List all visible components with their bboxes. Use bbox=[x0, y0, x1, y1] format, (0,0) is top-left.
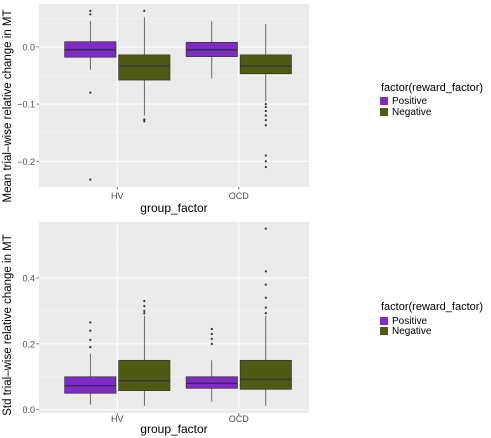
outlier-point-positive-hv bbox=[89, 178, 92, 181]
x-tick-label: HV bbox=[111, 191, 124, 201]
outlier-point-positive-hv bbox=[89, 91, 92, 94]
box-negative-ocd bbox=[239, 359, 292, 390]
y-tick-label: 0.4 bbox=[22, 273, 35, 283]
y-tick-label: −0.2 bbox=[17, 157, 35, 167]
outlier-point-negative-ocd bbox=[264, 270, 267, 273]
outlier-point-positive-ocd bbox=[210, 327, 213, 331]
outlier-point-positive-ocd bbox=[210, 342, 213, 345]
outlier-point-negative-ocd bbox=[264, 114, 267, 117]
box-negative-hv bbox=[118, 54, 171, 81]
outlier-point-positive-hv bbox=[89, 9, 92, 12]
legend-std: factor(reward_factor) Positive Negative bbox=[380, 301, 483, 337]
x-tick-label: OCD bbox=[229, 414, 250, 424]
x-tick-label: OCD bbox=[229, 191, 250, 201]
legend-mean: factor(reward_factor) Positive Negative bbox=[380, 82, 483, 118]
outlier-point-negative-ocd bbox=[264, 296, 267, 299]
outlier-point-negative-ocd bbox=[264, 109, 267, 113]
plot-background bbox=[39, 4, 309, 187]
y-axis-title-std: Std trial–wise relative change in MT bbox=[2, 234, 14, 416]
outlier-point-negative-hv bbox=[143, 312, 146, 315]
legend-title: factor(reward_factor) bbox=[381, 82, 483, 94]
legend-label-positive: Positive bbox=[392, 316, 427, 327]
legend-label-negative: Negative bbox=[392, 107, 432, 118]
outlier-point-negative-ocd bbox=[264, 118, 267, 122]
legend-key-positive bbox=[380, 317, 388, 325]
box-negative-ocd bbox=[239, 54, 292, 75]
legend-key-negative bbox=[380, 108, 388, 116]
legend-label-negative: Negative bbox=[392, 326, 432, 337]
outlier-point-negative-ocd bbox=[264, 283, 267, 286]
outlier-point-negative-ocd bbox=[264, 306, 267, 309]
outlier-point-negative-ocd bbox=[264, 227, 267, 230]
y-axis-title-mean: Mean trial–wise relative change in MT bbox=[2, 9, 14, 202]
legend-key-positive bbox=[380, 97, 388, 105]
chart-panel-std: 0.0 0.2 0.4 HV OCD bbox=[22, 222, 309, 424]
outlier-point-negative-ocd bbox=[264, 160, 267, 163]
outlier-point-negative-ocd bbox=[264, 105, 267, 109]
outlier-point-negative-ocd bbox=[264, 165, 267, 169]
legend-key-negative bbox=[380, 327, 388, 335]
outlier-point-positive-ocd bbox=[210, 337, 213, 341]
outlier-point-positive-hv bbox=[89, 321, 92, 324]
outlier-point-negative-hv bbox=[143, 309, 146, 313]
outlier-point-negative-ocd bbox=[264, 154, 267, 157]
outlier-point-negative-ocd bbox=[264, 124, 267, 127]
box-positive-ocd bbox=[185, 376, 238, 389]
outlier-point-positive-hv bbox=[89, 346, 92, 349]
outlier-point-negative-hv bbox=[143, 9, 146, 12]
chart-panel-mean: −0.2 −0.1 0.0 HV OCD bbox=[17, 4, 309, 201]
x-axis-title-std: group_factor bbox=[140, 422, 207, 436]
x-tick-label: HV bbox=[111, 414, 124, 424]
y-tick-label: 0.2 bbox=[22, 339, 35, 349]
box-negative-hv bbox=[118, 359, 171, 391]
outlier-point-positive-hv bbox=[89, 13, 92, 16]
outlier-point-negative-hv bbox=[143, 118, 146, 121]
y-tick-label: 0.0 bbox=[22, 42, 35, 52]
outlier-point-negative-hv bbox=[143, 120, 146, 123]
x-axis-title-mean: group_factor bbox=[140, 201, 207, 215]
outlier-point-positive-ocd bbox=[210, 332, 213, 336]
legend-label-positive: Positive bbox=[392, 96, 427, 107]
outlier-point-negative-ocd bbox=[264, 102, 267, 106]
outlier-point-negative-hv bbox=[143, 304, 146, 308]
outlier-point-positive-hv bbox=[89, 329, 92, 332]
outlier-point-negative-hv bbox=[143, 299, 146, 303]
outlier-point-negative-ocd bbox=[264, 312, 267, 315]
legend-title: factor(reward_factor) bbox=[381, 301, 483, 313]
y-tick-label: 0.0 bbox=[22, 405, 35, 415]
outlier-point-positive-hv bbox=[89, 338, 92, 341]
y-tick-label: −0.1 bbox=[17, 100, 35, 110]
